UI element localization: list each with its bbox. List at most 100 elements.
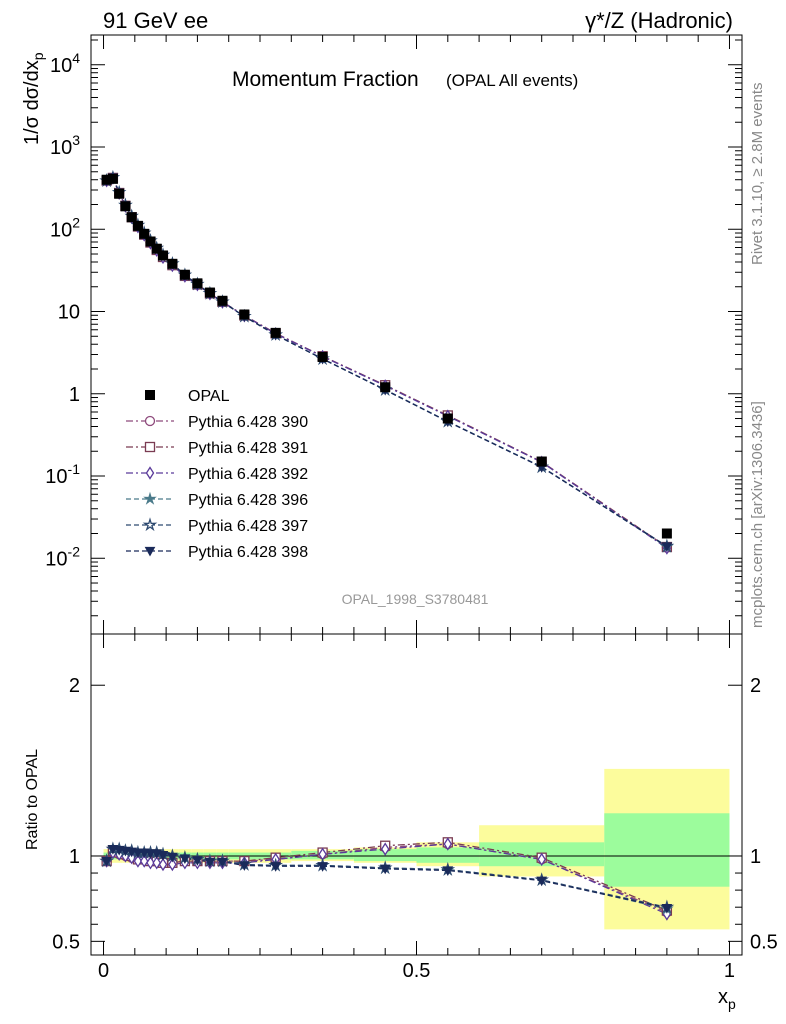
legend-label: Pythia 6.428 391 bbox=[188, 440, 308, 457]
ratio-series-line bbox=[106, 841, 668, 912]
reference-point bbox=[270, 327, 281, 338]
ratio-ytick-label-right: 0.5 bbox=[750, 931, 778, 953]
legend-label: Pythia 6.428 397 bbox=[188, 518, 308, 535]
main-ytick-label: 10-2 bbox=[45, 543, 80, 570]
legend-marker bbox=[144, 415, 156, 427]
ratio-series-point bbox=[380, 842, 390, 856]
mcplots-label: mcplots.cern.ch [arXiv:1306.3436] bbox=[749, 401, 766, 628]
main-ytick-label: 103 bbox=[50, 132, 80, 159]
main-axes: 10-2 10-1 1 10 102 103 104 bbox=[45, 34, 743, 635]
ratio-series-point bbox=[317, 862, 328, 872]
main-series-point bbox=[661, 542, 673, 553]
header-right: γ*/Z (Hadronic) bbox=[585, 8, 733, 33]
reference-point bbox=[107, 173, 118, 184]
ratio-series-point bbox=[145, 849, 156, 859]
reference-point bbox=[217, 295, 228, 306]
reference-point bbox=[192, 278, 203, 289]
legend-marker bbox=[145, 466, 155, 480]
reference-point bbox=[139, 228, 150, 239]
ratio-ytick-label-right: 1 bbox=[750, 846, 761, 868]
ratio-series-point bbox=[139, 854, 149, 868]
main-series-line bbox=[106, 176, 668, 547]
ratio-series-point bbox=[158, 857, 168, 872]
ratio-series-point bbox=[217, 857, 228, 868]
legend-marker bbox=[143, 491, 157, 505]
reference-data-markers bbox=[101, 173, 672, 539]
reference-point bbox=[120, 201, 131, 212]
legend-label: Pythia 6.428 396 bbox=[188, 492, 308, 509]
legend-marker bbox=[142, 517, 158, 532]
legend-label: Pythia 6.428 390 bbox=[188, 414, 308, 431]
xtick-label: 0 bbox=[98, 960, 109, 982]
ratio-series-point bbox=[379, 864, 391, 875]
main-ytick-label: 102 bbox=[50, 214, 80, 241]
ratio-ytick-label: 1 bbox=[69, 846, 80, 868]
reference-point bbox=[179, 269, 190, 280]
reference-point bbox=[167, 258, 178, 269]
ratio-ytick-label-right: 2 bbox=[750, 675, 761, 697]
main-ytick-label: 10-1 bbox=[45, 461, 80, 488]
ratio-series-point bbox=[132, 848, 144, 859]
ratio-panel: 0.5 0.5 1 1 2 2 0 0.5 1 Ratio to OPAL xp bbox=[24, 633, 778, 1012]
reference-point bbox=[126, 212, 137, 223]
ratio-series-point bbox=[152, 856, 161, 870]
reference-point bbox=[380, 382, 391, 393]
ratio-ylabel: Ratio to OPAL bbox=[24, 749, 41, 850]
reference-point bbox=[132, 220, 143, 231]
inner-uncertainty-band bbox=[604, 813, 730, 887]
legend-marker bbox=[145, 390, 155, 400]
analysis-watermark: OPAL_1998_S3780481 bbox=[342, 591, 489, 607]
reference-point bbox=[317, 351, 328, 362]
legend-label: OPAL bbox=[188, 388, 230, 405]
reference-point bbox=[114, 188, 125, 199]
ratio-series-point bbox=[270, 862, 282, 872]
main-ylabel: 1/σ dσ/dxp bbox=[21, 52, 46, 145]
main-ytick-label: 104 bbox=[50, 50, 80, 77]
reference-point bbox=[101, 174, 112, 185]
ratio-series-point bbox=[192, 856, 203, 866]
ratio-series-point bbox=[536, 876, 548, 887]
rivet-version-label: Rivet 3.1.10, ≥ 2.8M events bbox=[749, 83, 766, 266]
ratio-series-point bbox=[168, 857, 177, 872]
ratio-series-point bbox=[133, 854, 143, 868]
ratio-series-line bbox=[106, 848, 668, 908]
ratio-series-point bbox=[167, 852, 178, 863]
xlabel: xp bbox=[718, 986, 736, 1012]
main-series-markers bbox=[99, 169, 675, 555]
reference-point bbox=[536, 456, 547, 467]
ratio-series-markers bbox=[99, 837, 675, 921]
ratio-series-point bbox=[179, 854, 191, 865]
legend-label: Pythia 6.428 392 bbox=[188, 466, 308, 483]
ratio-ytick-label: 0.5 bbox=[52, 931, 80, 953]
chart-title: Momentum Fraction bbox=[232, 68, 419, 91]
main-series-line bbox=[106, 177, 668, 549]
reference-point bbox=[442, 413, 453, 424]
legend: OPAL Pythia 6.428 390 Pythia 6.428 391 Pyth… bbox=[126, 388, 308, 561]
main-panel: 10-2 10-1 1 10 102 103 104 Momentum Fraction (… bbox=[21, 34, 743, 635]
reference-point bbox=[145, 236, 156, 247]
legend-label: Pythia 6.428 398 bbox=[188, 544, 308, 561]
reference-point bbox=[151, 243, 162, 254]
ratio-series-point bbox=[157, 851, 169, 861]
ratio-series-point bbox=[661, 903, 673, 914]
chart-subtitle: (OPAL All events) bbox=[446, 71, 578, 90]
legend-marker bbox=[144, 546, 156, 557]
reference-point bbox=[157, 250, 168, 261]
ratio-axes: 0.5 0.5 1 1 2 2 0 0.5 1 bbox=[52, 633, 778, 982]
ratio-series-point bbox=[204, 857, 216, 868]
inner-uncertainty-band bbox=[416, 847, 480, 863]
ratio-ytick-label: 2 bbox=[69, 675, 80, 697]
ratio-series-point bbox=[537, 852, 546, 867]
main-ytick-label: 10 bbox=[58, 302, 80, 324]
ratio-series-point bbox=[146, 856, 155, 870]
legend-marker bbox=[144, 441, 156, 453]
reference-point bbox=[204, 287, 215, 298]
ratio-uncertainty-bands bbox=[103, 768, 730, 930]
xtick-label: 0.5 bbox=[403, 960, 431, 982]
reference-point bbox=[239, 309, 250, 320]
ratio-series-point bbox=[101, 856, 112, 867]
ratio-series-point bbox=[239, 861, 250, 871]
header-left: 91 GeV ee bbox=[103, 8, 208, 33]
ratio-series-line bbox=[106, 848, 668, 909]
